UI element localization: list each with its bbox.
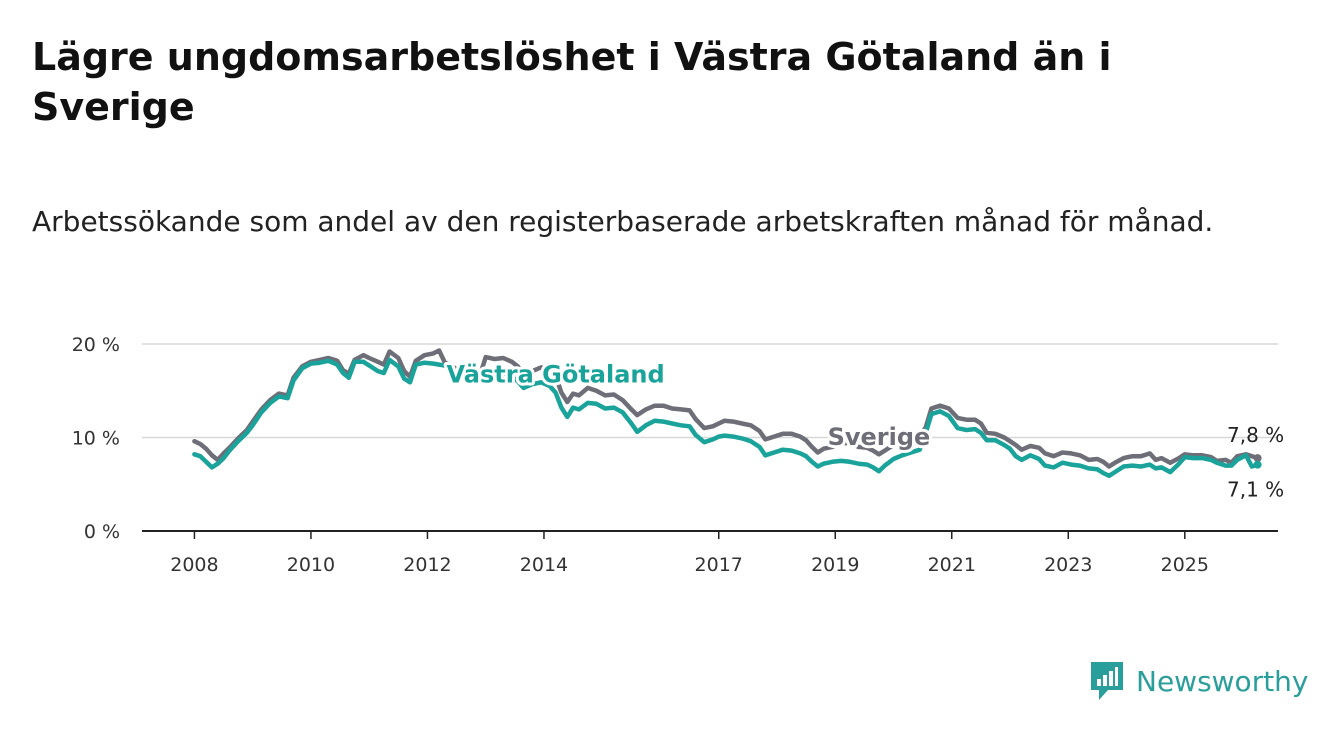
series-line-sverige	[192, 348, 1260, 469]
newsworthy-logo-icon	[1091, 662, 1123, 700]
x-tick-label: 2012	[403, 554, 451, 576]
x-tick-label: 2010	[287, 554, 335, 576]
series-line-västra-götaland	[192, 357, 1260, 479]
x-tick-label: 2019	[811, 554, 859, 576]
brand-name: Newsworthy	[1136, 664, 1309, 698]
x-tick-label: 2017	[695, 554, 743, 576]
series-end-dot	[1253, 460, 1262, 469]
brand-logo: Newsworthy	[1088, 660, 1309, 702]
end-label-sverige: 7,8 %	[1227, 423, 1284, 447]
chart-title: Lägre ungdomsarbetslöshet i Västra Götal…	[32, 35, 1112, 129]
axes: 0 % 10 % 20 % 2008 2010 2012 2014 2017 2019 2021 2…	[72, 334, 1278, 576]
end-label-vastra-gotaland: 7,1 %	[1227, 478, 1284, 502]
x-tick-label: 2023	[1044, 554, 1092, 576]
line-chart: 0 % 10 % 20 % 2008 2010 2012 2014 2017 2019 2021 2…	[72, 334, 1285, 576]
chart-subtitle: Arbetssökande som andel av den registerb…	[32, 205, 1214, 238]
series-lines	[192, 348, 1262, 479]
series-labels: 7,8 % 7,1 % Västra Götaland Sverige	[444, 357, 1285, 502]
gridlines	[142, 343, 1278, 439]
y-tick-label: 20 %	[72, 334, 120, 356]
x-tick-label: 2008	[170, 554, 218, 576]
y-tick-label: 10 %	[72, 428, 120, 450]
series-label-sverige: Sverige	[828, 423, 931, 451]
x-tick-label: 2021	[928, 554, 976, 576]
series-label-västra-götaland: Västra Götaland	[447, 360, 665, 388]
x-tick-label: 2014	[520, 554, 568, 576]
x-tick-label: 2025	[1161, 554, 1209, 576]
y-tick-label: 0 %	[84, 521, 120, 543]
series-end-dot	[1253, 454, 1262, 463]
